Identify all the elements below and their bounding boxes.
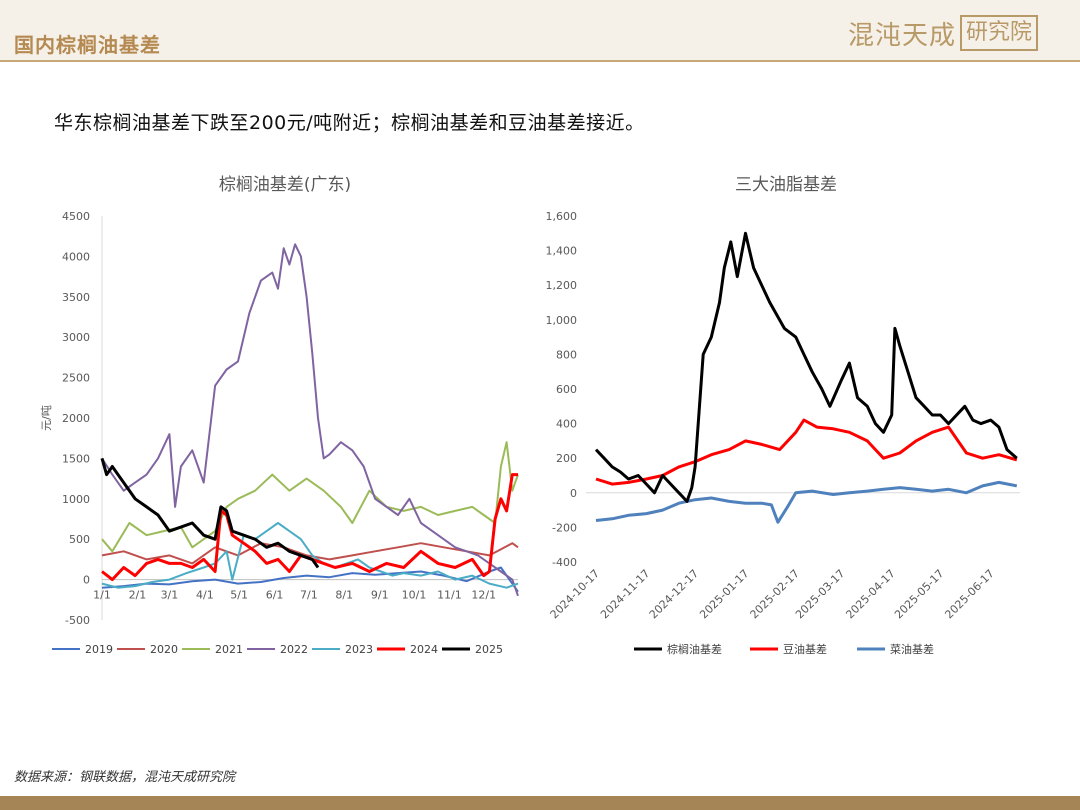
x-tick-label: 8/1 — [335, 589, 353, 602]
y-tick-label: -200 — [552, 521, 577, 534]
x-tick-label: 4/1 — [196, 589, 214, 602]
y-tick-label: 600 — [556, 383, 577, 396]
x-tick-label: 2025-04-17 — [843, 567, 897, 621]
y-tick-label: 2500 — [62, 372, 90, 385]
y-tick-label: 1,000 — [546, 314, 578, 327]
x-tick-label: 2025-03-17 — [793, 567, 847, 621]
header-bar — [0, 0, 1080, 62]
summary-text: 华东棕榈油基差下跌至200元/吨附近；棕榈油基差和豆油基差接近。 — [54, 112, 645, 134]
x-tick-label: 2024-12-17 — [647, 567, 701, 621]
series-2023-line — [101, 522, 519, 589]
y-axis-label: 元/吨 — [40, 405, 53, 431]
x-tick-label: 10/1 — [402, 589, 427, 602]
header-divider — [0, 60, 1080, 62]
page-title: 国内棕榈油基差 — [14, 33, 161, 57]
legend-label: 2020 — [150, 643, 178, 656]
y-tick-label: 1,400 — [546, 245, 578, 258]
data-source-note: 数据来源：钢联数据，混沌天成研究院 — [14, 770, 236, 785]
series-line — [595, 418, 1018, 486]
x-tick-label: 2024-11-17 — [598, 567, 652, 621]
series-line — [594, 231, 1018, 503]
x-tick-label: 2025-01-17 — [697, 567, 751, 621]
y-tick-label: 200 — [556, 452, 577, 465]
footer-bar — [0, 796, 1080, 810]
chart-title: 三大油脂基差 — [735, 175, 837, 195]
legend-label: 2019 — [85, 643, 113, 656]
x-tick-label: 6/1 — [266, 589, 284, 602]
y-tick-label: 1,200 — [546, 279, 578, 292]
series-2025-line — [100, 457, 320, 569]
x-tick-label: 5/1 — [230, 589, 248, 602]
legend-label: 2021 — [215, 643, 243, 656]
legend-label: 2024 — [410, 643, 438, 656]
y-tick-label: 3000 — [62, 331, 90, 344]
y-tick-label: 2000 — [62, 412, 90, 425]
x-tick-label: 2025-06-17 — [942, 567, 996, 621]
legend-label: 豆油基差 — [783, 642, 827, 656]
series-2024-line — [101, 473, 518, 582]
x-tick-label: 2024-10-17 — [548, 567, 602, 621]
x-tick-label: 7/1 — [300, 589, 318, 602]
y-tick-label: 1,600 — [546, 210, 578, 223]
y-tick-label: 1000 — [62, 493, 90, 506]
x-tick-label: 3/1 — [161, 589, 179, 602]
series-2021-line — [101, 441, 519, 553]
chart-title: 棕榈油基差(广东) — [219, 175, 351, 195]
x-tick-label: 2025-05-17 — [892, 567, 946, 621]
y-tick-label: 0 — [83, 574, 90, 587]
three-oils-basis-chart: 三大油脂基差 -400 -200 0 200 400 600 800 1,000 1,200 1,4… — [546, 175, 1020, 656]
logo-main-text: 混沌天成 — [848, 20, 957, 51]
y-tick-label: 3500 — [62, 291, 90, 304]
x-tick-label: 11/1 — [437, 589, 462, 602]
y-tick-label: 800 — [556, 348, 577, 361]
x-tick-label: 2/1 — [129, 589, 147, 602]
palm-basis-guangdong-chart: 棕榈油基差(广东) -500 0 500 1000 1500 2000 2500 3000 350… — [40, 175, 519, 656]
series-2019-line — [101, 566, 519, 593]
x-tick-label: 12/1 — [471, 589, 496, 602]
y-tick-label: -500 — [65, 614, 90, 627]
y-tick-label: 1500 — [62, 452, 90, 465]
y-tick-label: 4500 — [62, 210, 90, 223]
y-tick-label: -400 — [552, 556, 577, 569]
x-tick-label: 9/1 — [371, 589, 389, 602]
series-2022-line — [101, 243, 519, 597]
brand-logo: 混沌天成 研究院 — [848, 14, 1039, 52]
legend-label: 2025 — [475, 643, 503, 656]
y-tick-label: 400 — [556, 418, 577, 431]
y-tick-label: 4000 — [62, 250, 90, 263]
y-tick-label: 500 — [69, 533, 90, 546]
legend-label: 2023 — [345, 643, 373, 656]
y-tick-label: 0 — [570, 487, 577, 500]
legend-label: 2022 — [280, 643, 308, 656]
legend-label: 棕榈油基差 — [667, 642, 722, 656]
legend-label: 菜油基差 — [890, 642, 934, 656]
logo-boxed-text: 研究院 — [960, 15, 1039, 51]
x-tick-label: 1/1 — [93, 589, 111, 602]
series-line — [595, 480, 1018, 524]
